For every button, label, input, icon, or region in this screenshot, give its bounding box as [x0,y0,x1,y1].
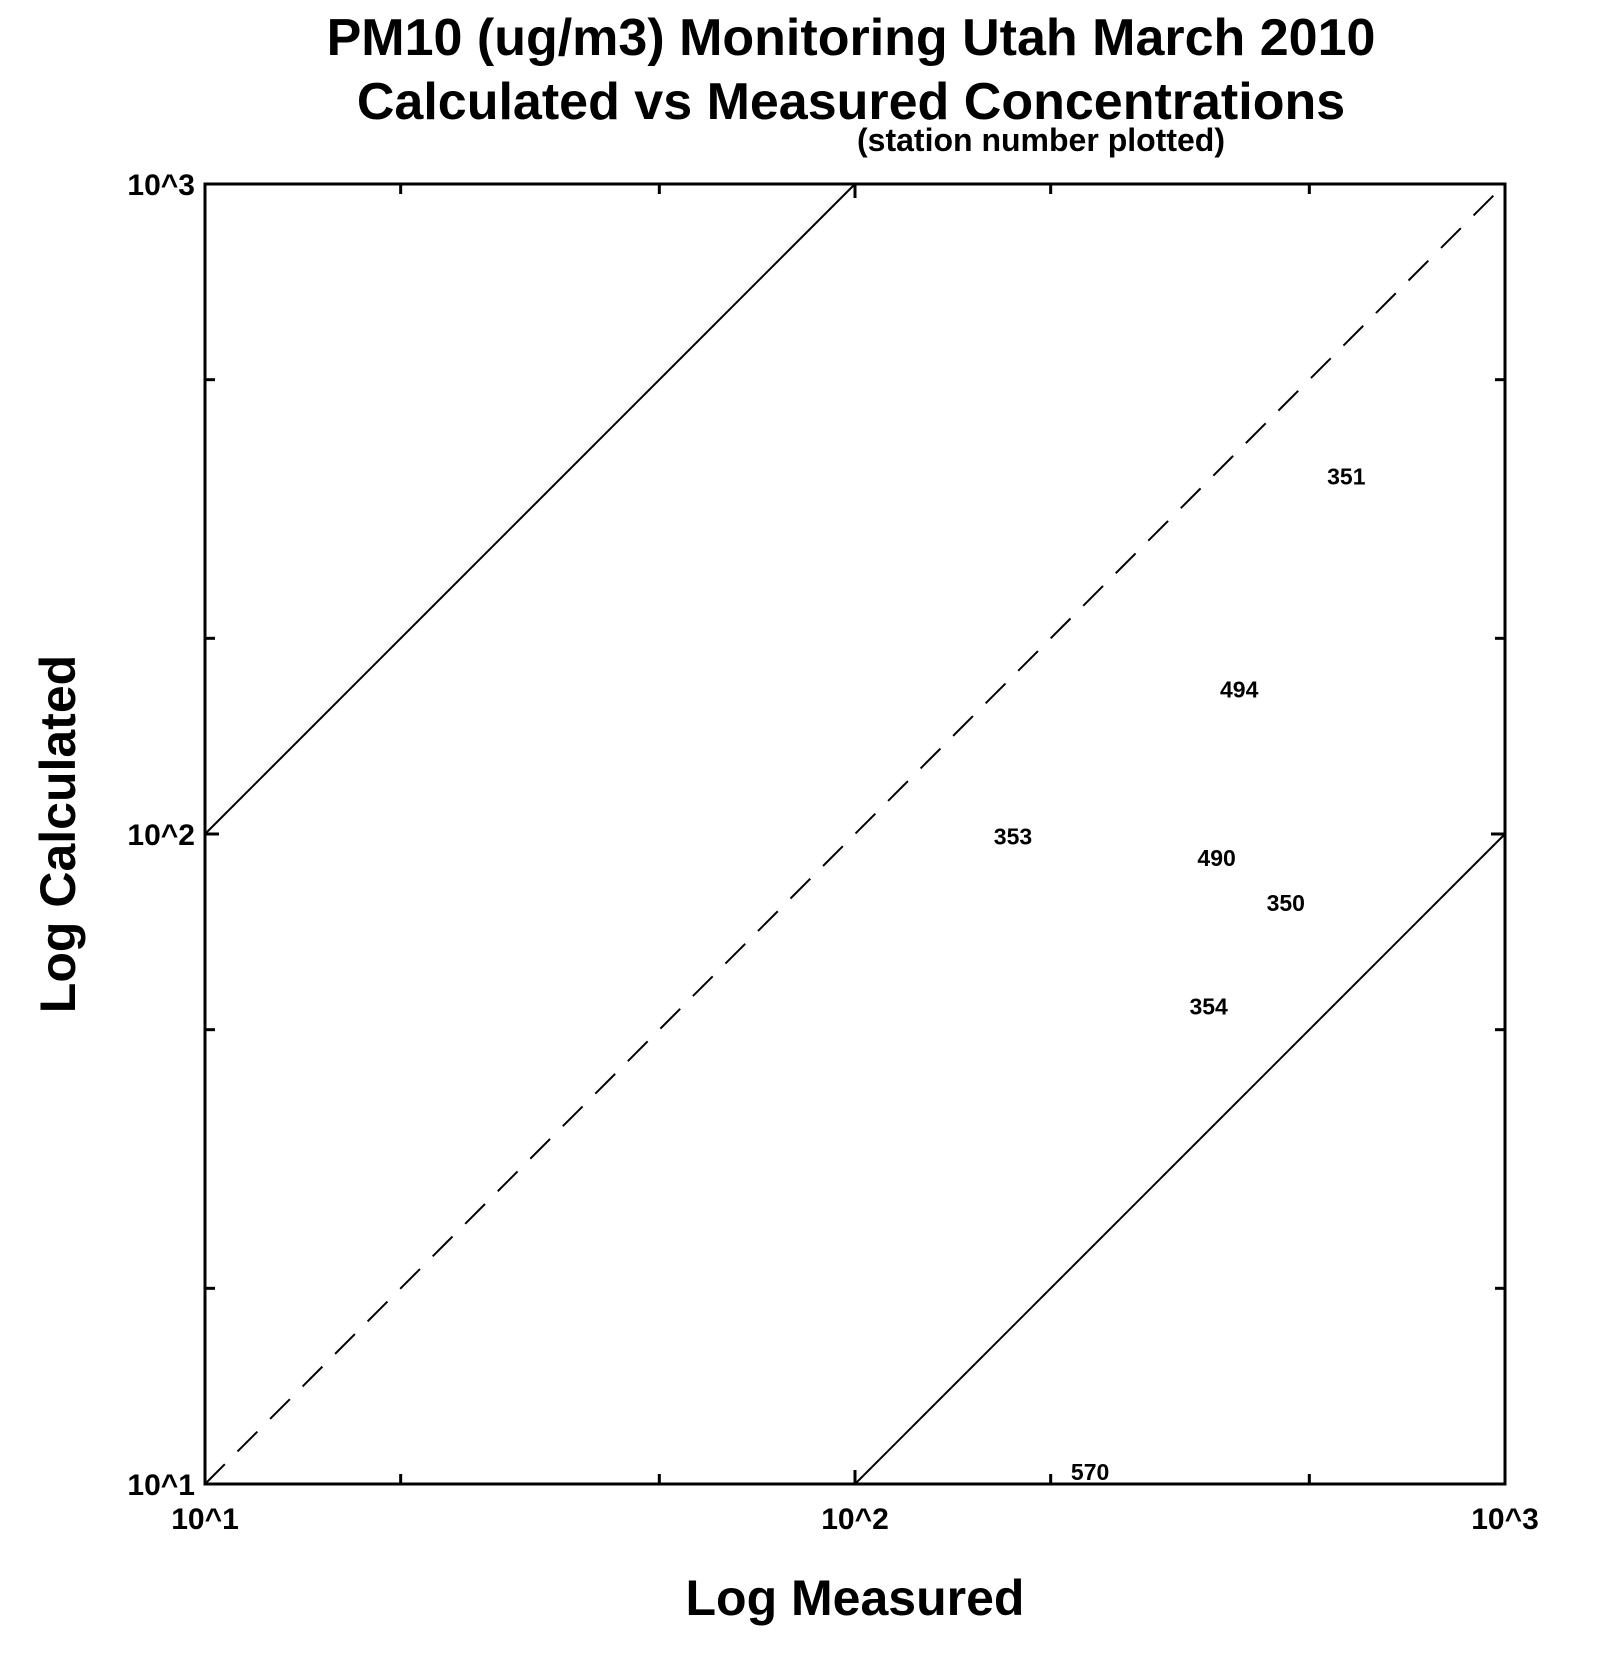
y-tick-label: 10^3 [127,169,195,202]
y-tick-label: 10^2 [127,819,195,852]
x-tick-label: 10^2 [821,1503,889,1536]
chart-title: PM10 (ug/m3) Monitoring Utah March 2010 [326,9,1376,67]
x-axis-title: Log Measured [686,1570,1025,1626]
point-label-570: 570 [1071,1459,1109,1485]
y-axis-title: Log Calculated [30,655,86,1013]
x-tick-label: 10^1 [171,1503,239,1536]
chart-subtitle: Calculated vs Measured Concentrations [356,73,1346,131]
chart-note: (station number plotted) [857,122,1225,158]
y-tick-label: 10^1 [127,1469,195,1502]
reference-line-1 [204,183,856,835]
reference-lines [204,183,1506,1485]
reference-line-2 [854,833,1506,1485]
point-label-353: 353 [994,823,1032,849]
point-label-350: 350 [1267,890,1305,916]
point-label-494: 494 [1220,676,1259,702]
reference-line-0 [204,183,1506,1485]
point-label-354: 354 [1189,994,1228,1020]
x-tick-label: 10^3 [1471,1503,1539,1536]
point-label-351: 351 [1327,464,1366,490]
plot-frame [203,182,1507,1486]
data-points: 351 494 353 490 350 354 570 [994,464,1366,1485]
axis-ticks [203,182,1507,1486]
point-label-490: 490 [1197,845,1235,871]
axis-tick-labels: 10^1 10^2 10^3 10^1 10^2 10^3 [127,169,1538,1536]
